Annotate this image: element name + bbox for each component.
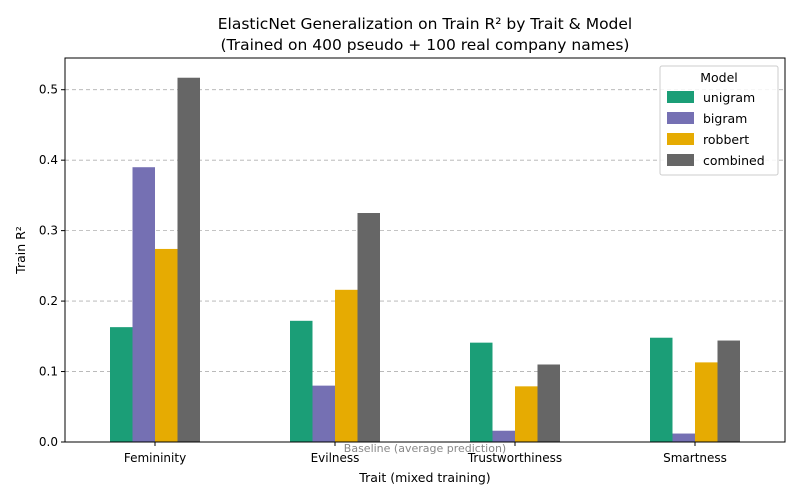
bar-robbert-femininity [155, 248, 178, 442]
baseline-annotation: Baseline (average prediction) [344, 442, 506, 455]
x-tick-label: Femininity [124, 451, 186, 465]
bar-unigram-femininity [110, 327, 133, 442]
legend-swatch-robbert [667, 133, 694, 145]
legend-label-combined: combined [703, 153, 765, 168]
plot-frame [64, 57, 786, 443]
chart-title-line1: ElasticNet Generalization on Train R² by… [218, 15, 632, 33]
chart-title-line2: (Trained on 400 pseudo + 100 real compan… [221, 36, 630, 54]
bar-unigram-smartness [650, 337, 673, 442]
y-tick-label: 0.2 [39, 294, 58, 308]
bar-robbert-trustworthiness [515, 386, 538, 442]
legend-swatch-bigram [667, 112, 694, 124]
bar-combined-trustworthiness [537, 364, 560, 442]
bar-bigram-smartness [672, 433, 695, 442]
x-axis: Femininity Evilness Trustworthiness Smartne… [124, 442, 727, 465]
bar-bigram-trustworthiness [492, 430, 515, 442]
x-axis-label: Trait (mixed training) [358, 470, 490, 485]
bar-unigram-trustworthiness [470, 342, 493, 442]
y-tick-label: 0.4 [39, 153, 58, 167]
x-tick-label: Smartness [663, 451, 727, 465]
y-axis-label: Train R² [13, 226, 28, 275]
legend-swatch-combined [667, 154, 694, 166]
x-tick-label: Evilness [311, 451, 360, 465]
bar-combined-smartness [717, 340, 740, 442]
y-axis: 0.0 0.1 0.2 0.3 0.4 0.5 [39, 83, 65, 449]
bar-bigram-femininity [132, 167, 155, 443]
legend-swatch-unigram [667, 91, 694, 103]
y-tick-label: 0.1 [39, 365, 58, 379]
y-tick-label: 0.3 [39, 224, 58, 238]
bar-bigram-evilness [312, 385, 335, 442]
legend-label-unigram: unigram [703, 90, 755, 105]
bars [110, 77, 740, 443]
bar-combined-femininity [177, 77, 200, 442]
y-tick-label: 0.0 [39, 435, 58, 449]
bar-robbert-evilness [335, 289, 358, 442]
legend-label-robbert: robbert [703, 132, 749, 147]
bar-combined-evilness [357, 213, 380, 442]
bar-robbert-smartness [695, 362, 718, 442]
legend-title: Model [700, 70, 738, 85]
legend-label-bigram: bigram [703, 111, 747, 126]
legend: Model unigram bigram robbert combined [659, 65, 779, 176]
bar-unigram-evilness [290, 320, 313, 442]
x-tick-label: Trustworthiness [467, 451, 562, 465]
y-tick-label: 0.5 [39, 83, 58, 97]
